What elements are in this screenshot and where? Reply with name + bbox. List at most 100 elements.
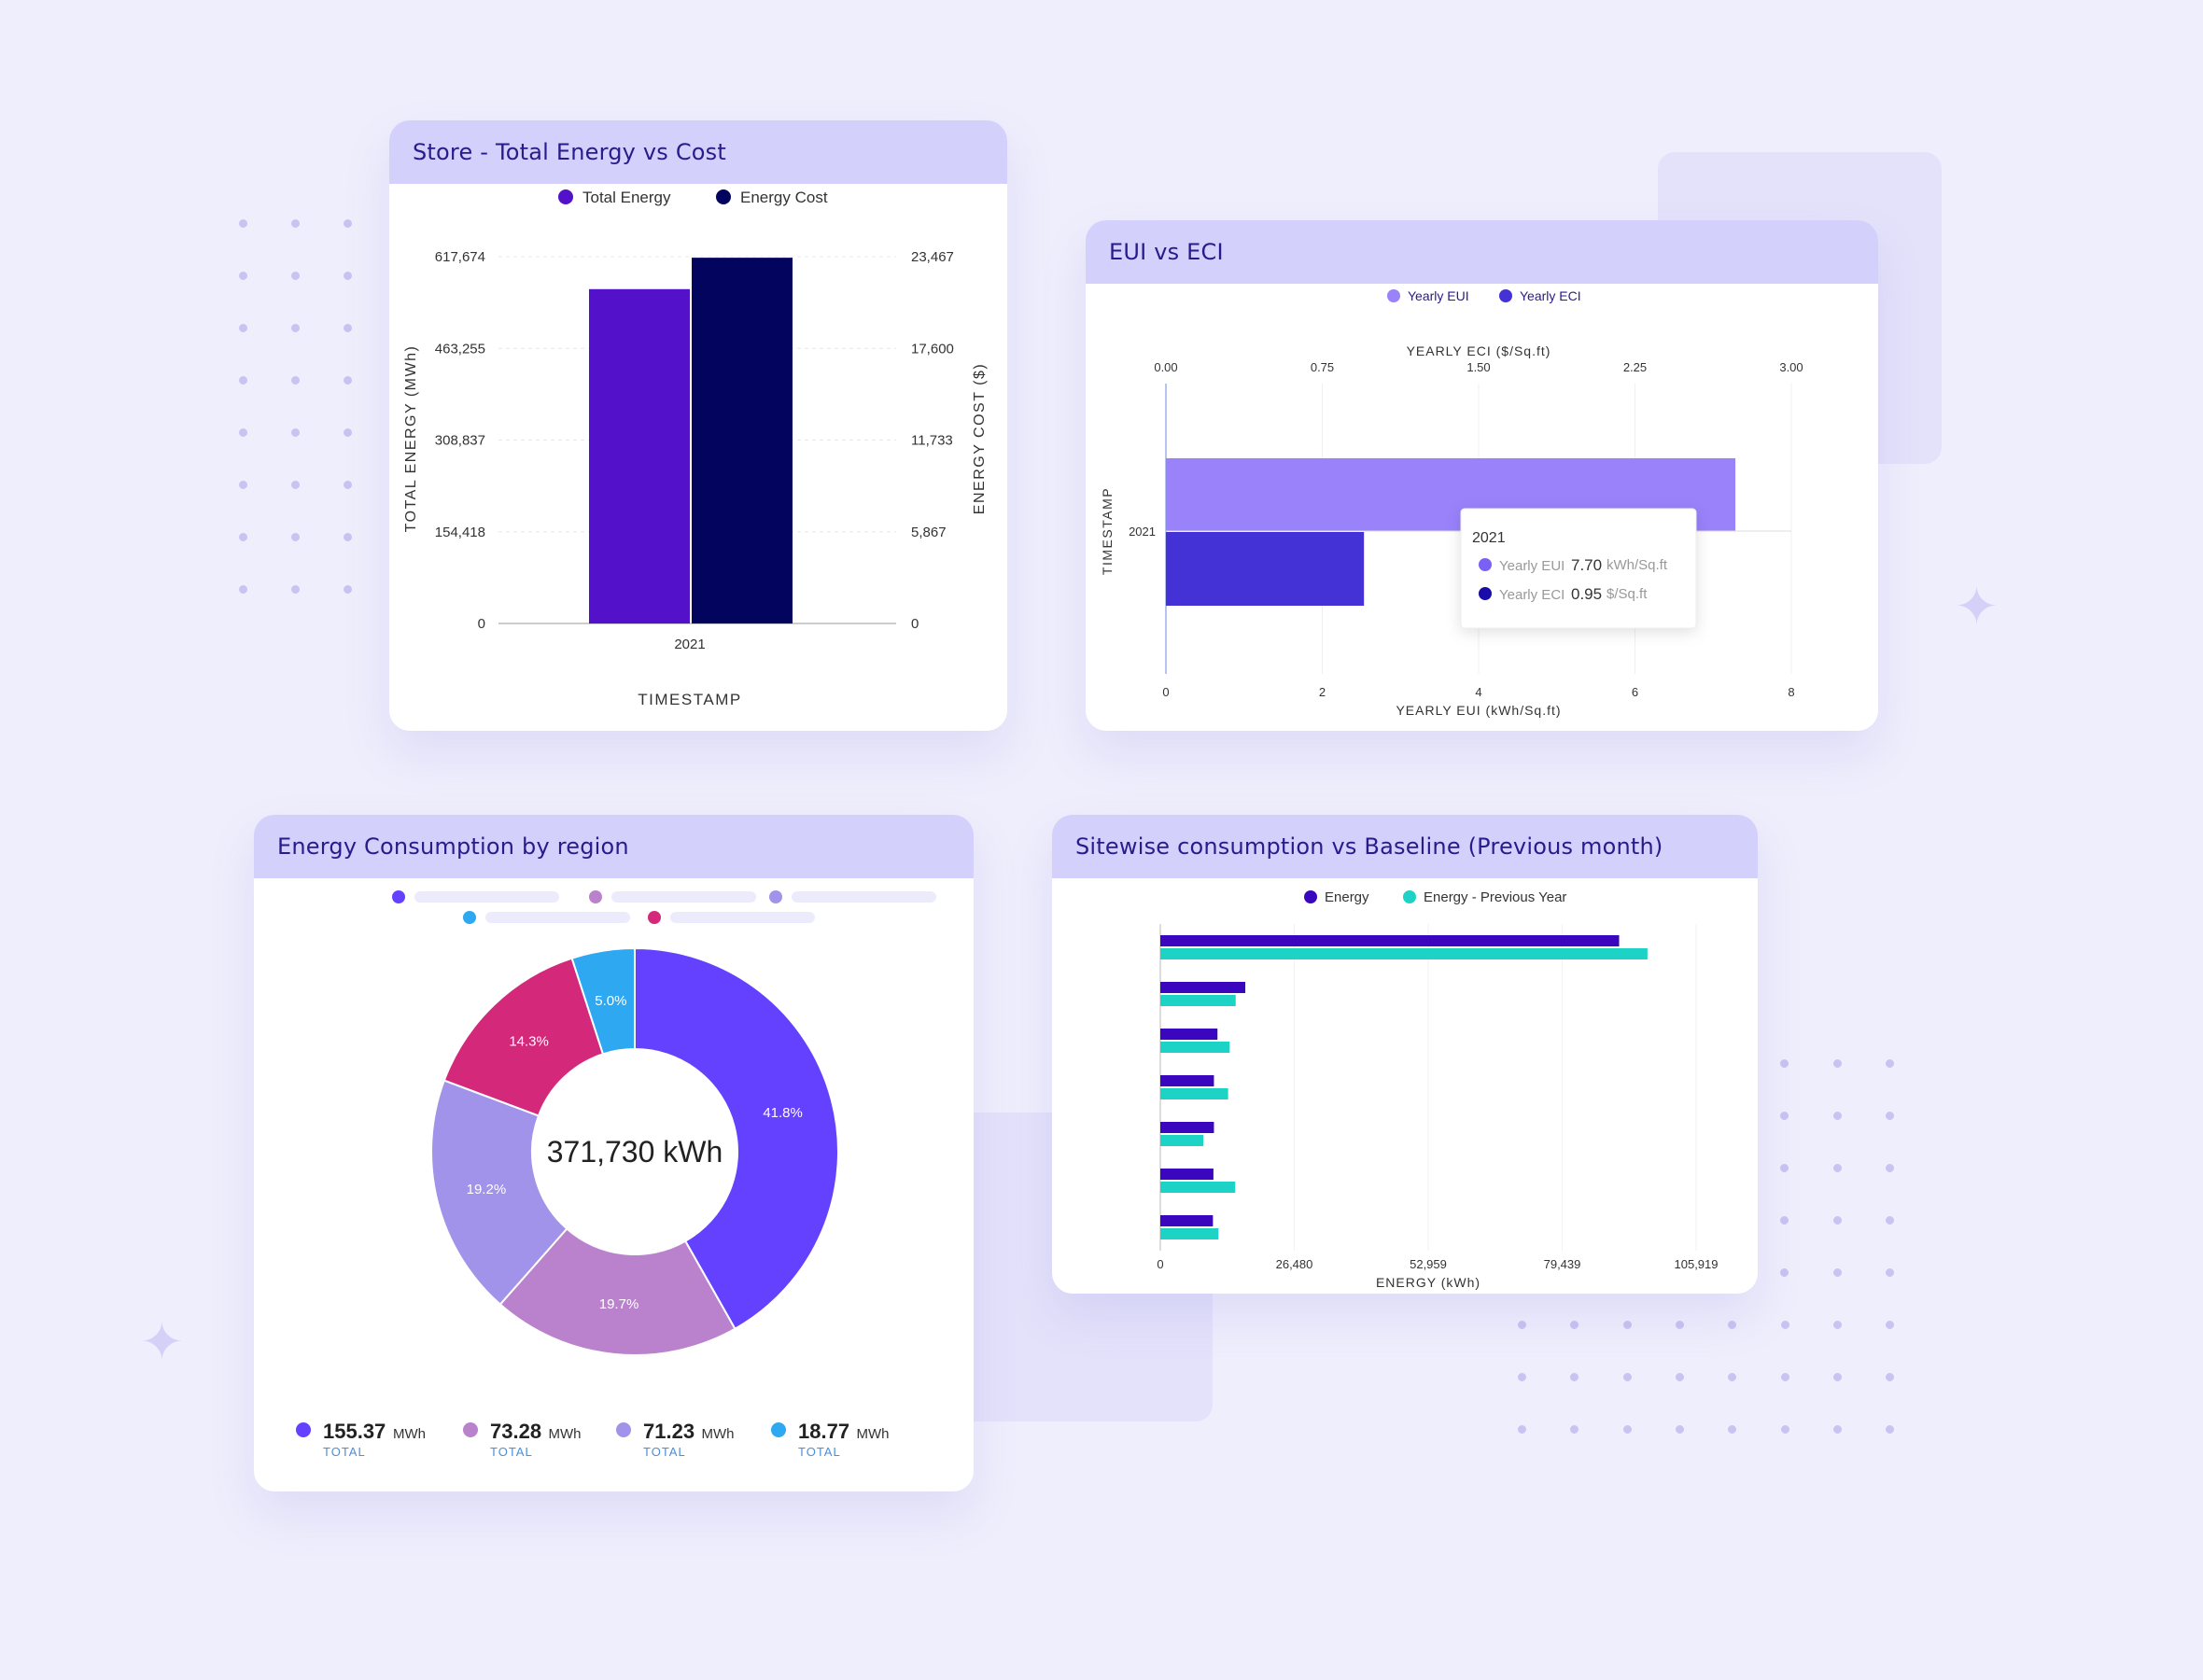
total-dot — [771, 1422, 786, 1437]
legend-dot-1 — [589, 890, 602, 903]
x-tick-label: 26,480 — [1276, 1257, 1313, 1271]
x2-tick-label: 3.00 — [1779, 360, 1803, 374]
decor-dot — [291, 219, 300, 228]
tooltip: 2021 Yearly EUI 7.70 kWh/Sq.ft Yearly ECI 0.9… — [1460, 508, 1697, 629]
decor-dot — [1570, 1425, 1579, 1434]
tooltip-box — [1460, 508, 1697, 629]
energy-cost-chart: Total Energy Energy Cost 0 0 154,418 5,867 308… — [403, 189, 988, 708]
decor-dot — [291, 272, 300, 280]
x-tick-label: 2021 — [674, 637, 705, 652]
decor-dot — [344, 481, 352, 489]
bar-energy — [1160, 935, 1620, 946]
decor-dot — [344, 219, 352, 228]
tooltip-series-name: Yearly ECI — [1499, 587, 1565, 603]
donut-slice-2 — [430, 1079, 568, 1306]
decor-dot — [1780, 1321, 1789, 1329]
card-title: EUI vs ECI — [1109, 239, 1224, 265]
legend-dot-0 — [558, 189, 573, 204]
y-tick-label: 308,837 — [435, 433, 485, 449]
decor-dot — [1622, 1321, 1632, 1329]
decor-dot — [1832, 1268, 1842, 1277]
bar-total-energy — [589, 288, 690, 623]
card-header: Energy Consumption by region — [254, 815, 974, 878]
legend-dot-1 — [1403, 890, 1416, 903]
decor-dot — [239, 219, 247, 228]
legend-dot-1 — [716, 189, 731, 204]
total-dot — [616, 1422, 631, 1437]
tooltip-unit: kWh/Sq.ft — [1607, 557, 1668, 573]
decor-dot — [1886, 1268, 1894, 1277]
y2-tick-label: 17,600 — [911, 341, 954, 357]
decor-dot — [1886, 1425, 1895, 1434]
bar-yearly-eci — [1166, 532, 1365, 606]
total-dot — [463, 1422, 478, 1437]
card-header: Sitewise consumption vs Baseline (Previo… — [1052, 815, 1758, 878]
eui-eci-chart: Yearly EUI Yearly ECI YEARLY ECI ($/Sq.ft)… — [1100, 288, 1803, 718]
decor-dot — [291, 533, 300, 541]
total-label: TOTAL — [798, 1445, 841, 1459]
decor-dot — [291, 481, 300, 489]
bar-energy — [1160, 1075, 1214, 1086]
decor-dot — [239, 324, 247, 332]
decor-dot — [1832, 1373, 1842, 1381]
total-value: 155.37 — [323, 1420, 386, 1443]
sparkle-icon: ✦ — [1955, 577, 1999, 636]
legend-label-placeholder — [485, 912, 630, 923]
decor-dot — [1728, 1425, 1737, 1434]
legend-label-placeholder — [670, 912, 815, 923]
x-tick-label: 79,439 — [1544, 1257, 1581, 1271]
decor-dot — [291, 376, 300, 385]
legend-label-placeholder — [414, 891, 559, 903]
x2-tick-label: 1.50 — [1466, 360, 1490, 374]
decor-dot — [239, 481, 247, 489]
total-label: TOTAL — [323, 1445, 366, 1459]
card-header: EUI vs ECI — [1086, 220, 1878, 284]
decor-dot — [239, 533, 247, 541]
decor-dot — [1780, 1164, 1789, 1172]
decor-dot — [1675, 1373, 1684, 1381]
y-axis-title: TIMESTAMP — [1100, 487, 1115, 575]
decor-dot — [1780, 1268, 1789, 1277]
total-value: 18.77 — [798, 1420, 849, 1443]
decor-dot — [1832, 1321, 1842, 1329]
x2-tick-label: 0.75 — [1311, 360, 1334, 374]
bar-energy-previous-year — [1160, 1228, 1219, 1239]
decor-dot — [1728, 1373, 1737, 1381]
tooltip-title: 2021 — [1472, 530, 1506, 546]
decor-dot — [1780, 1373, 1789, 1381]
decor-dot — [1886, 1321, 1895, 1329]
y-tick-label: 2021 — [1129, 525, 1156, 539]
legend-dot-0 — [1304, 890, 1317, 903]
decor-dot — [1622, 1425, 1632, 1434]
decor-dot — [1780, 1112, 1789, 1120]
donut-slice-4 — [570, 946, 636, 1056]
slice-label: 41.8% — [763, 1105, 803, 1121]
sitewise-consumption-card: Sitewise consumption vs Baseline (Previo… — [1052, 815, 1758, 1294]
energy-by-region-card: Energy Consumption by region 41.8% 19.7% 1… — [254, 815, 974, 1491]
bar-energy-cost — [692, 258, 793, 623]
x-tick-label: 0 — [1157, 1257, 1163, 1271]
legend-label: Energy - Previous Year — [1424, 889, 1566, 905]
decor-dot — [1886, 1059, 1894, 1068]
tooltip-unit: $/Sq.ft — [1607, 586, 1648, 602]
tooltip-series-name: Yearly EUI — [1499, 558, 1565, 574]
x-tick-label: 8 — [1788, 685, 1794, 699]
decor-dot — [1728, 1321, 1737, 1329]
x2-axis-title: YEARLY ECI ($/Sq.ft) — [1407, 343, 1551, 358]
tooltip-value: 0.95 — [1571, 585, 1602, 603]
slice-label: 14.3% — [509, 1034, 549, 1050]
decor-dot — [344, 324, 352, 332]
x-axis-title: ENERGY (kWh) — [1376, 1275, 1480, 1290]
legend-dot-4 — [648, 911, 661, 924]
donut-center-total: 371,730 kWh — [547, 1135, 723, 1169]
legend-dot-3 — [463, 911, 476, 924]
legend-label-placeholder — [792, 891, 936, 903]
sitewise-bar-chart: Energy Energy - Previous Year 0 26,480 52,95… — [1157, 889, 1718, 1290]
decor-dot — [344, 272, 352, 280]
total-dot — [296, 1422, 311, 1437]
tooltip-dot — [1479, 587, 1492, 600]
bar-energy-previous-year — [1160, 948, 1648, 959]
x-axis-title: TIMESTAMP — [638, 691, 741, 708]
legend-label: Energy — [1325, 889, 1369, 905]
tooltip-value: 7.70 — [1571, 556, 1602, 574]
